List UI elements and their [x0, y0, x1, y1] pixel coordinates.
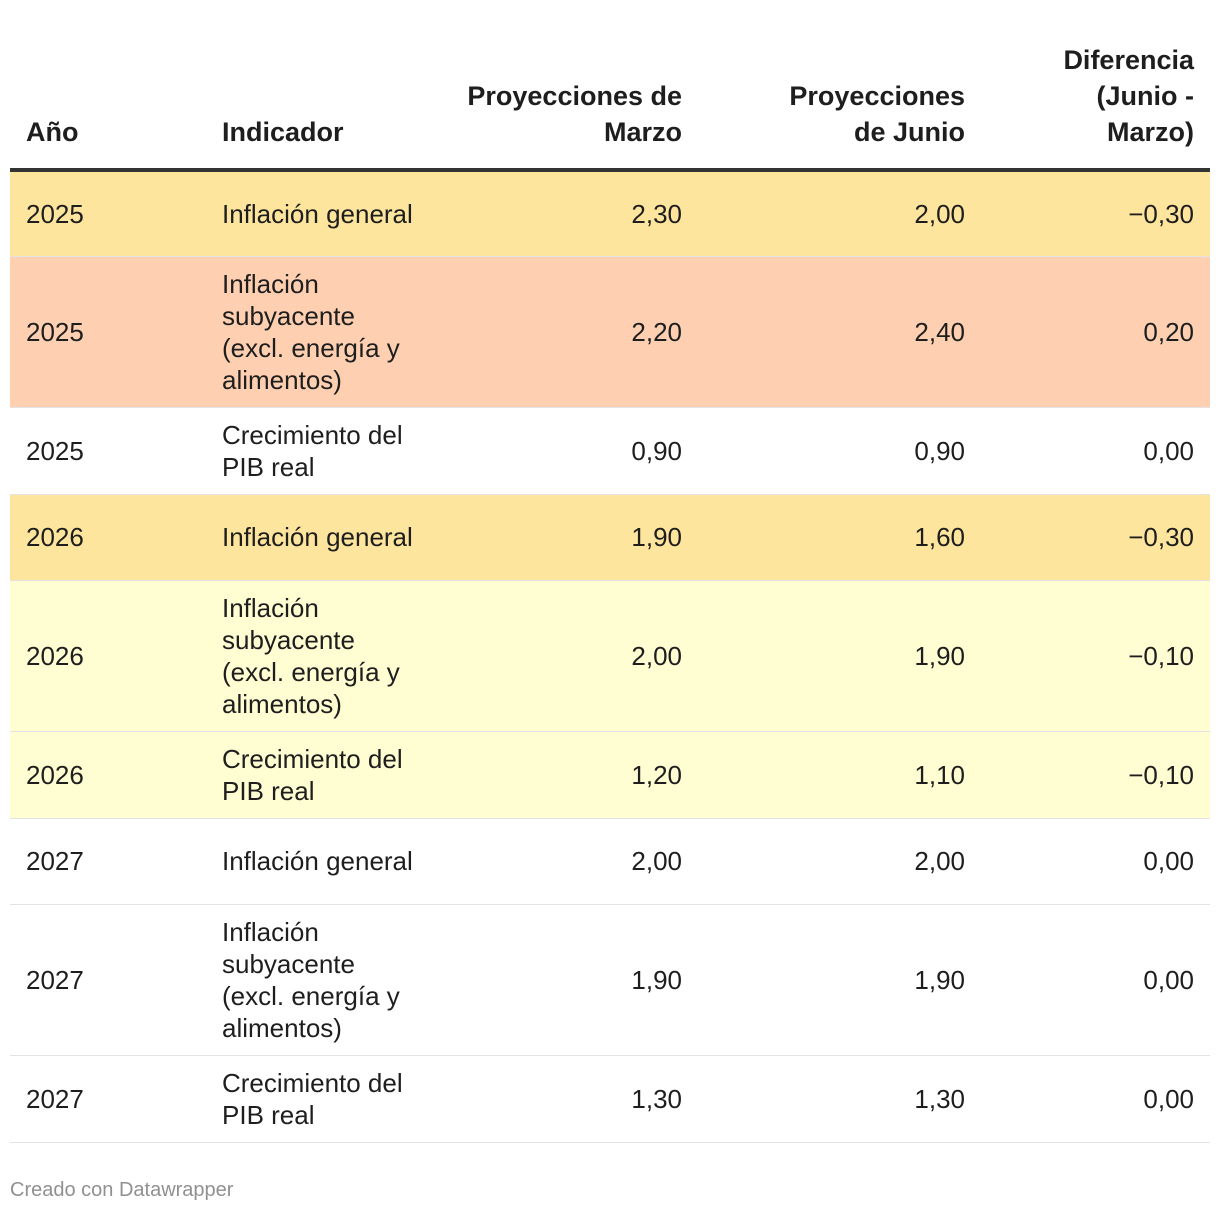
header-march[interactable]: Proyecciones de Marzo: [426, 32, 698, 172]
cell-march: 2,20: [426, 256, 698, 408]
table-row: 2026 Inflación subyacente (excl. energía …: [10, 580, 1210, 732]
cell-march: 1,30: [426, 1055, 698, 1143]
cell-indicator: Inflación subyacente (excl. energía y al…: [206, 904, 426, 1056]
header-year[interactable]: Año: [10, 32, 206, 172]
cell-june: 1,10: [698, 731, 981, 819]
table-row: 2025 Inflación subyacente (excl. energía …: [10, 256, 1210, 408]
cell-march: 2,30: [426, 170, 698, 257]
cell-march: 1,90: [426, 904, 698, 1056]
cell-june: 1,30: [698, 1055, 981, 1143]
cell-diff: −0,10: [981, 731, 1210, 819]
cell-june: 2,00: [698, 170, 981, 257]
table-body: 2025 Inflación general 2,30 2,00 −0,30 2025 In…: [10, 170, 1210, 1143]
table-row: 2027 Inflación general 2,00 2,00 0,00: [10, 818, 1210, 905]
cell-year: 2026: [10, 731, 206, 819]
cell-march: 2,00: [426, 580, 698, 732]
header-indicator[interactable]: Indicador: [206, 32, 426, 172]
cell-year: 2026: [10, 580, 206, 732]
cell-indicator: Inflación general: [206, 818, 426, 905]
cell-year: 2025: [10, 407, 206, 495]
cell-march: 2,00: [426, 818, 698, 905]
cell-diff: −0,10: [981, 580, 1210, 732]
table-row: 2025 Inflación general 2,30 2,00 −0,30: [10, 170, 1210, 257]
cell-year: 2025: [10, 170, 206, 257]
cell-june: 2,40: [698, 256, 981, 408]
table-row: 2027 Crecimiento del PIB real 1,30 1,30 0,00: [10, 1055, 1210, 1143]
header-diff[interactable]: Diferencia (Junio - Marzo): [981, 32, 1210, 172]
table-row: 2027 Inflación subyacente (excl. energía …: [10, 904, 1210, 1056]
cell-diff: 0,00: [981, 818, 1210, 905]
cell-indicator: Crecimiento del PIB real: [206, 731, 426, 819]
cell-indicator: Inflación subyacente (excl. energía y al…: [206, 256, 426, 408]
cell-june: 2,00: [698, 818, 981, 905]
cell-march: 1,20: [426, 731, 698, 819]
cell-diff: −0,30: [981, 170, 1210, 257]
table-row: 2025 Crecimiento del PIB real 0,90 0,90 0,00: [10, 407, 1210, 495]
cell-diff: 0,00: [981, 1055, 1210, 1143]
cell-june: 1,90: [698, 904, 981, 1056]
cell-year: 2027: [10, 1055, 206, 1143]
cell-diff: 0,00: [981, 904, 1210, 1056]
footer-credit[interactable]: Creado con Datawrapper: [10, 1179, 234, 1201]
cell-indicator: Crecimiento del PIB real: [206, 407, 426, 495]
cell-june: 0,90: [698, 407, 981, 495]
cell-year: 2025: [10, 256, 206, 408]
cell-year: 2027: [10, 904, 206, 1056]
cell-june: 1,90: [698, 580, 981, 732]
cell-indicator: Crecimiento del PIB real: [206, 1055, 426, 1143]
cell-march: 0,90: [426, 407, 698, 495]
cell-year: 2026: [10, 494, 206, 581]
cell-indicator: Inflación subyacente (excl. energía y al…: [206, 580, 426, 732]
cell-march: 1,90: [426, 494, 698, 581]
cell-june: 1,60: [698, 494, 981, 581]
cell-indicator: Inflación general: [206, 494, 426, 581]
projections-table: Año Indicador Proyecciones de Marzo Proy…: [10, 32, 1210, 1143]
cell-diff: −0,30: [981, 494, 1210, 581]
cell-diff: 0,00: [981, 407, 1210, 495]
cell-diff: 0,20: [981, 256, 1210, 408]
table-row: 2026 Crecimiento del PIB real 1,20 1,10 −0,1…: [10, 731, 1210, 819]
table-row: 2026 Inflación general 1,90 1,60 −0,30: [10, 494, 1210, 581]
table-header-row: Año Indicador Proyecciones de Marzo Proy…: [10, 32, 1210, 172]
cell-year: 2027: [10, 818, 206, 905]
header-june[interactable]: Proyecciones de Junio: [698, 32, 981, 172]
cell-indicator: Inflación general: [206, 170, 426, 257]
